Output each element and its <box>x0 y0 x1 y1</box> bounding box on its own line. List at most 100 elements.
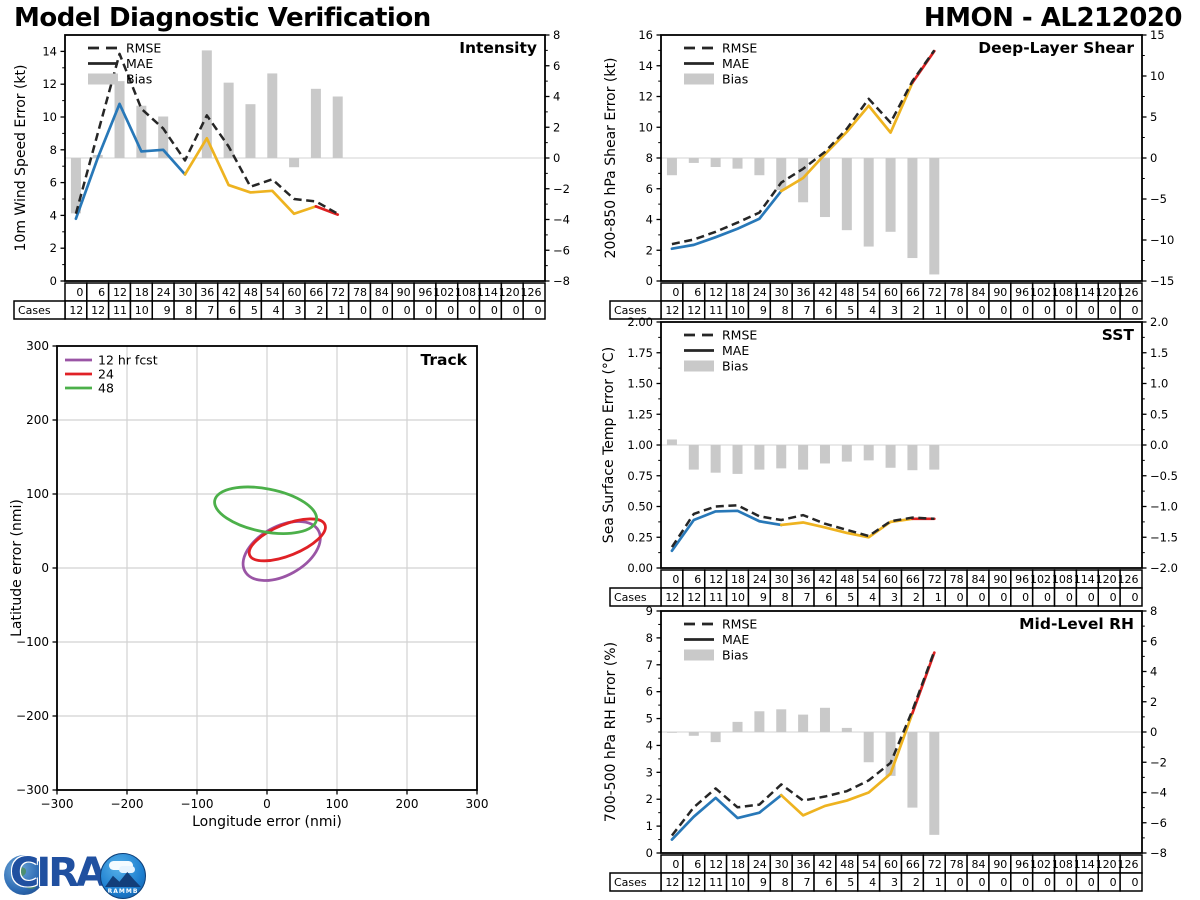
intensity-bias-bar <box>310 88 321 158</box>
track-y-tick-label: 300 <box>26 339 49 353</box>
intensity-cases-cell-value: 8 <box>185 304 192 317</box>
shear-cases-cell-value: 1 <box>935 304 942 317</box>
sst-hour-cell-label: 78 <box>950 573 964 586</box>
rh-y-tick-label: 0 <box>646 846 653 860</box>
shear-cases-cell-value: 5 <box>847 304 854 317</box>
intensity-hour-cell-label: 84 <box>375 286 389 299</box>
sst-cases-cell-value: 3 <box>891 591 898 604</box>
sst-hour-cell-label: 102 <box>1030 573 1051 586</box>
shear-hour-cell-label: 6 <box>694 286 701 299</box>
sst-y2-tick-label: −1.5 <box>1150 530 1178 544</box>
rh-cases-cell-value: 0 <box>957 876 964 889</box>
rh-hour-cell-label: 54 <box>862 858 876 871</box>
rh-cases-cell-value: 1 <box>935 876 942 889</box>
page-title: Model Diagnostic Verification <box>14 3 431 33</box>
sst-bias-bar <box>776 445 787 469</box>
rh-cases-cell-value: 0 <box>1066 876 1073 889</box>
sst-cases-cell-value: 0 <box>957 591 964 604</box>
intensity-cases-cell-value: 2 <box>316 304 323 317</box>
rh-cases-cell-value: 8 <box>782 876 789 889</box>
intensity-legend-mae-label: MAE <box>126 56 153 71</box>
shear-y2-tick-label: −15 <box>1150 274 1174 288</box>
shear-hour-cell-label: 114 <box>1074 286 1095 299</box>
intensity-hour-cell-label: 102 <box>433 286 454 299</box>
rh-hour-cell-label: 12 <box>709 858 723 871</box>
sst-cases-cell-value: 2 <box>913 591 920 604</box>
rh-cases-cell-value: 5 <box>847 876 854 889</box>
rh-y-tick-label: 2 <box>646 792 653 806</box>
intensity-y2-tick-label: −4 <box>553 213 570 227</box>
sst-panel-title: SST <box>1102 326 1135 344</box>
sst-y-tick-label: 2.00 <box>627 315 653 329</box>
rh-hour-cell-label: 78 <box>950 858 964 871</box>
shear-cases-cell-value: 0 <box>1132 304 1139 317</box>
sst-y-tick-label: 0.50 <box>627 500 653 514</box>
intensity-hour-cell-label: 0 <box>76 286 83 299</box>
rh-hour-cell-label: 18 <box>731 858 745 871</box>
intensity-hour-cell-label: 108 <box>455 286 476 299</box>
shear-cases-cell-value: 4 <box>869 304 876 317</box>
sst-y-tick-label: 1.00 <box>627 438 653 452</box>
rh-y-tick-label: 7 <box>646 658 653 672</box>
shear-hour-cell-label: 12 <box>709 286 723 299</box>
rh-cases-cell-value: 0 <box>1132 876 1139 889</box>
rh-y-tick-label: 6 <box>646 685 653 699</box>
model-storm-title: HMON - AL212020 <box>923 3 1183 33</box>
rh-y2-tick-label: −4 <box>1150 786 1167 800</box>
sst-cases-cell-value: 0 <box>1000 591 1007 604</box>
rh-hour-cell-label: 6 <box>694 858 701 871</box>
intensity-bias-bar <box>114 81 125 158</box>
sst-hour-cell-label: 24 <box>753 573 767 586</box>
cloud-icon <box>109 861 133 870</box>
rh-bias-bar <box>710 732 721 743</box>
sst-hour-cell-label: 66 <box>906 573 920 586</box>
sst-bias-bar <box>754 445 765 470</box>
intensity-bias-bar <box>70 158 81 214</box>
intensity-rmse-line <box>74 52 339 215</box>
shear-mae-yellow-line <box>779 81 914 193</box>
rh-bias-bar <box>754 711 765 732</box>
intensity-mae-blue-line <box>74 102 187 221</box>
shear-hour-cell-label: 48 <box>840 286 854 299</box>
intensity-y2-tick-label: −8 <box>553 274 570 288</box>
sst-cases-cell <box>1119 587 1143 607</box>
rh-y2-tick-label: 6 <box>1150 634 1157 648</box>
sst-cases-cell-value: 6 <box>825 591 832 604</box>
intensity-bias-bar <box>136 105 147 158</box>
rh-cases-cell-value: 6 <box>825 876 832 889</box>
intensity-cases-cell-value: 0 <box>513 304 520 317</box>
shear-cases-cell-value: 0 <box>978 304 985 317</box>
shear-bias-bar <box>819 158 830 218</box>
intensity-hour-cell-label: 114 <box>477 286 498 299</box>
rh-y-tick-label: 9 <box>646 604 653 618</box>
sst-hour-cell-label: 120 <box>1096 573 1117 586</box>
sst-cases-cell-value: 7 <box>804 591 811 604</box>
shear-bias-bar <box>907 158 918 259</box>
shear-cases-cell-value: 2 <box>913 304 920 317</box>
intensity-cases-cell-value: 0 <box>535 304 542 317</box>
sst-cases-cell-value: 0 <box>1022 591 1029 604</box>
rh-bias-bar <box>666 732 677 733</box>
sst-cases-cell-value: 8 <box>782 591 789 604</box>
shear-cases-cell <box>1119 300 1143 320</box>
shear-hour-cell-label: 42 <box>818 286 832 299</box>
rh-hour-cell-label: 120 <box>1096 858 1117 871</box>
shear-cases-cell-value: 10 <box>731 304 745 317</box>
sst-mae-blue-line <box>670 509 783 553</box>
intensity-legend-bias-sample <box>88 73 118 85</box>
intensity-hour-cell-label: 48 <box>244 286 258 299</box>
sst-bias-bar <box>798 445 809 470</box>
track-x-axis-label: Longitude error (nmi) <box>192 814 342 830</box>
shear-hour-cell-label: 24 <box>753 286 767 299</box>
shear-panel-title: Deep-Layer Shear <box>978 39 1134 57</box>
sst-cases-cell-value: 12 <box>687 591 701 604</box>
rh-cases-label: Cases <box>614 876 647 889</box>
sst-y-tick-label: 1.75 <box>627 346 653 360</box>
track-x-tick-label: 200 <box>396 797 419 811</box>
intensity-y-tick-label: 0 <box>50 274 57 288</box>
rh-hour-cell-label: 108 <box>1052 858 1073 871</box>
shear-legend-bias-label: Bias <box>722 72 748 87</box>
track-y-tick-label: −100 <box>16 635 49 649</box>
shear-y-tick-label: 8 <box>646 151 653 165</box>
track-x-tick-label: 300 <box>466 797 489 811</box>
